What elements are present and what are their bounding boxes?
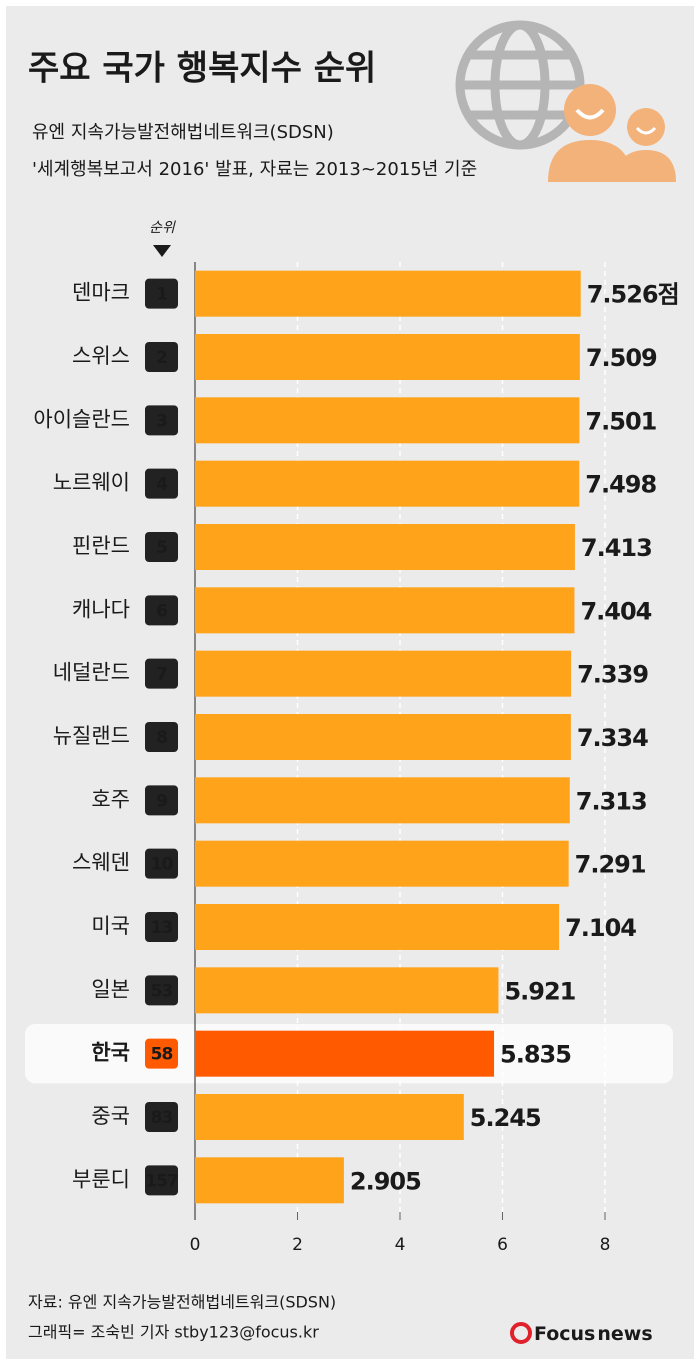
- people-icon: [548, 84, 676, 182]
- rank-box: [145, 848, 178, 879]
- rank-box: [145, 912, 178, 942]
- bar: [195, 334, 580, 380]
- category-label: 뉴질랜드: [53, 724, 130, 748]
- rank-box: [145, 405, 178, 436]
- rank-label: 2: [156, 348, 167, 368]
- rank-label: 10: [151, 855, 174, 875]
- bar: [195, 1030, 495, 1077]
- rank-label: 3: [156, 411, 167, 431]
- bar: [195, 460, 580, 507]
- category-label: 부룬디: [72, 1167, 130, 1191]
- rank-box: [145, 1038, 178, 1069]
- category-label: 미국: [91, 914, 130, 938]
- category-label: 핀란드: [72, 534, 130, 558]
- value-label: 7.404: [580, 597, 651, 625]
- rank-label: 157: [145, 1171, 178, 1191]
- rank-label: 53: [151, 981, 173, 1001]
- bar: [195, 650, 572, 697]
- rank-box: [145, 342, 178, 372]
- category-label: 중국: [91, 1104, 130, 1128]
- x-tick-label: 0: [190, 1235, 201, 1255]
- logo-part: news: [597, 1323, 652, 1345]
- category-label: 호주: [91, 787, 130, 811]
- rank-label: 4: [156, 475, 168, 495]
- x-tick-label: 4: [395, 1235, 406, 1255]
- rank-label: 83: [151, 1108, 173, 1128]
- rank-box: [145, 975, 178, 1006]
- value-label: 7.339: [577, 661, 648, 689]
- rank-box: [145, 658, 178, 689]
- bar: [195, 1094, 464, 1140]
- value-label: 7.413: [581, 534, 652, 562]
- bar: [195, 524, 575, 570]
- category-label: 일본: [91, 977, 130, 1001]
- value-label: 7.313: [576, 787, 647, 815]
- value-label: 7.498: [585, 471, 656, 499]
- bar: [195, 777, 570, 824]
- rank-label: 1: [156, 285, 167, 305]
- globe-icon: [455, 20, 585, 150]
- bar: [195, 397, 580, 444]
- rank-box: [145, 1165, 178, 1196]
- value-label: 5.245: [470, 1104, 541, 1132]
- value-label: 7.334: [577, 724, 648, 752]
- category-label: 캐나다: [72, 597, 130, 621]
- bar: [195, 270, 581, 317]
- source: 자료: 유엔 지속가능발전해법네트워크(SDSN): [28, 1293, 336, 1312]
- credit: 그래픽= 조숙빈 기자 stby123@focus.kr: [28, 1323, 319, 1342]
- subtitle: '세계행복보고서 2016' 발표, 자료는 2013~2015년 기준: [32, 159, 477, 180]
- rank-label: 5: [156, 538, 167, 558]
- category-label: 스웨덴: [72, 851, 130, 875]
- bar: [195, 1157, 344, 1204]
- category-label: 스위스: [72, 344, 130, 368]
- value-label: 7.501: [585, 407, 656, 435]
- rank-box: [145, 1102, 178, 1132]
- rank-label: 9: [156, 791, 167, 811]
- rank-box: [145, 278, 178, 309]
- value-label: 7.526점: [587, 281, 679, 309]
- rank-label: 7: [156, 665, 167, 685]
- category-label: 네덜란드: [53, 661, 130, 685]
- rank-label: 8: [156, 728, 167, 748]
- rank-box: [145, 595, 178, 626]
- x-tick-label: 2: [292, 1235, 303, 1255]
- logo-mark: [510, 1322, 532, 1344]
- category-label: 덴마크: [72, 281, 130, 305]
- value-label: 7.104: [565, 914, 636, 942]
- category-label: 노르웨이: [53, 471, 130, 495]
- bar: [195, 587, 575, 634]
- subtitle: 유엔 지속가능발전해법네트워크(SDSN): [32, 122, 334, 143]
- rank-header: 순위: [149, 220, 176, 236]
- value-label: 5.835: [500, 1041, 571, 1069]
- logo-part: Focus: [534, 1323, 595, 1345]
- bar: [195, 967, 499, 1014]
- value-label: 2.905: [350, 1167, 421, 1195]
- rank-label: 13: [151, 918, 173, 938]
- value-label: 7.291: [575, 851, 646, 879]
- rank-box: [145, 722, 178, 752]
- rank-label: 6: [156, 601, 167, 621]
- bar: [195, 840, 569, 887]
- rank-arrow: [153, 245, 171, 257]
- x-tick-label: 8: [600, 1235, 611, 1255]
- rank-box: [145, 468, 178, 499]
- bar: [195, 714, 571, 760]
- rank-box: [145, 785, 178, 816]
- value-label: 5.921: [504, 977, 575, 1005]
- category-label: 한국: [91, 1041, 130, 1065]
- bar: [195, 904, 560, 950]
- rank-label: 58: [151, 1045, 173, 1065]
- value-label: 7.509: [586, 344, 657, 372]
- category-label: 아이슬란드: [33, 407, 130, 431]
- logo: Focus news: [534, 1323, 653, 1345]
- rank-box: [145, 532, 178, 562]
- x-tick-label: 6: [497, 1235, 508, 1255]
- chart-title: 주요 국가 행복지수 순위: [28, 49, 376, 89]
- plot: 0 2 4 6 8 7.526점 덴마크 1 7.509 스위스 2 7.501 아이슬란드 3 7.498…: [25, 262, 680, 1255]
